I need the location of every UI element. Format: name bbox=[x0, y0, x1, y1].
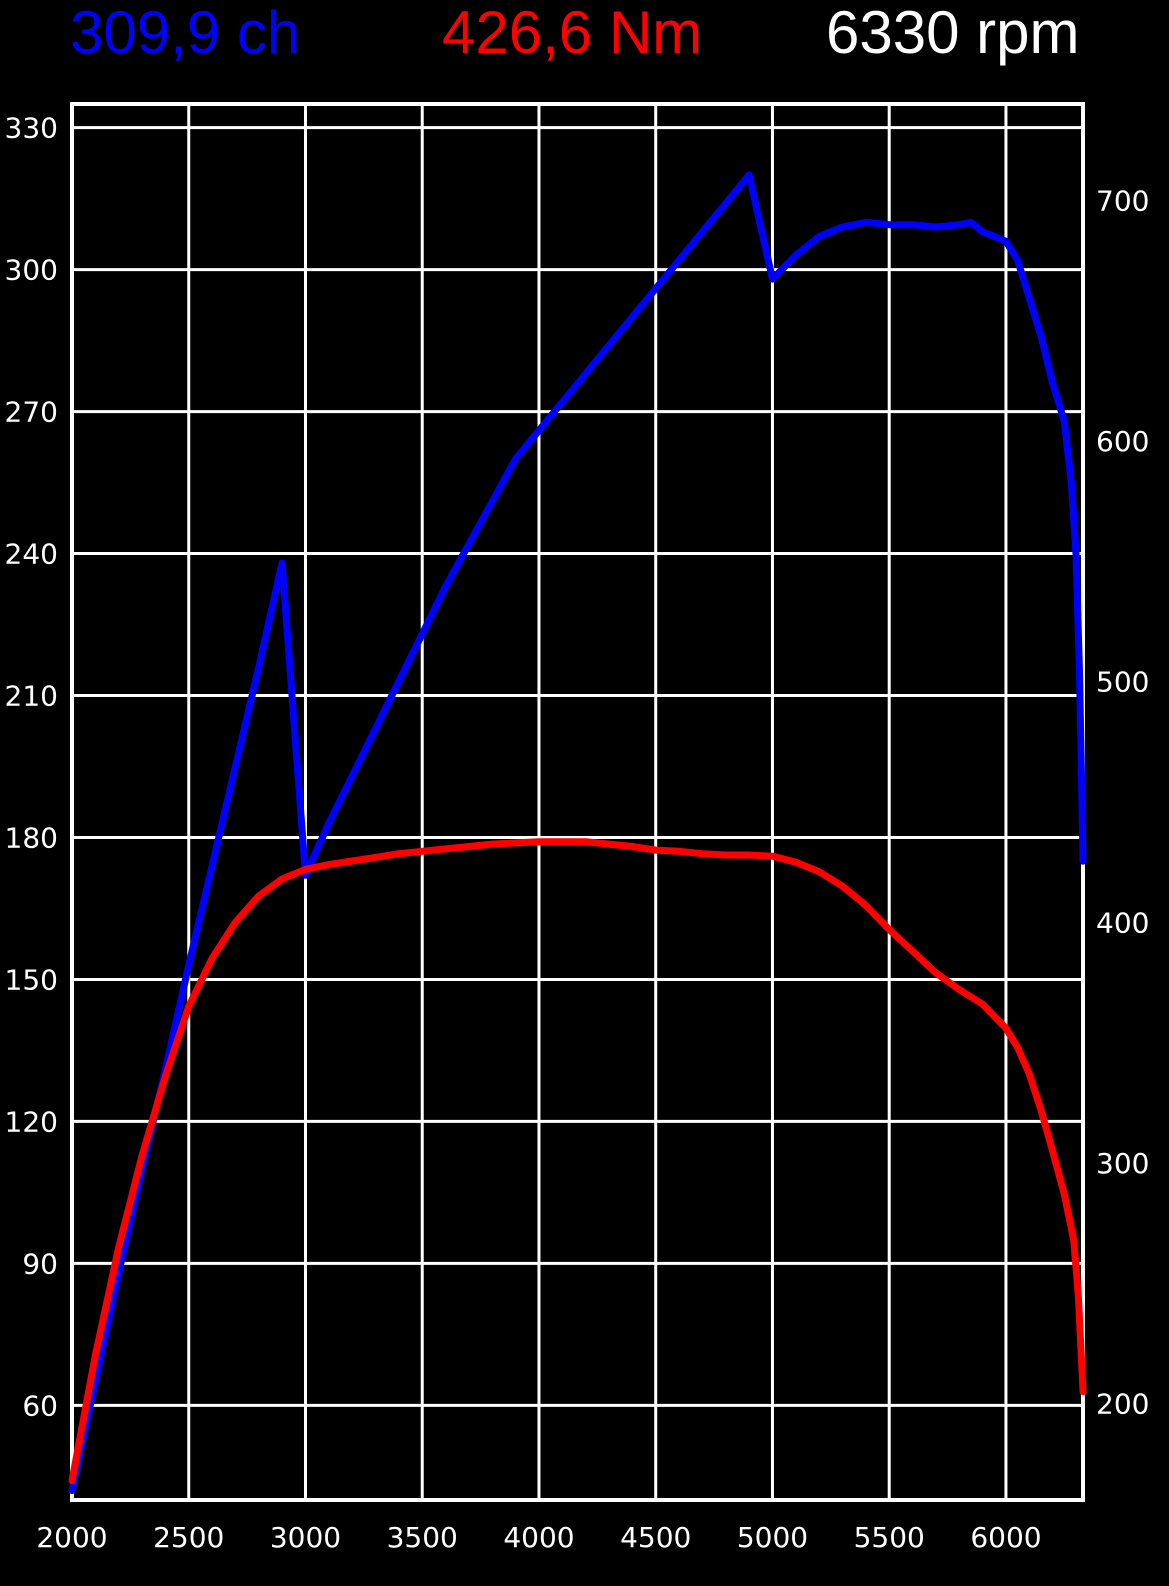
x-tick-label: 6000 bbox=[970, 1521, 1041, 1554]
y-left-tick-label: 150 bbox=[5, 963, 58, 996]
power-curve bbox=[68, 171, 1087, 1494]
y-left-tick-label: 240 bbox=[5, 538, 58, 571]
x-tick-label: 5000 bbox=[737, 1521, 808, 1554]
x-tick-label: 5500 bbox=[854, 1521, 925, 1554]
y-right-tick-label: 500 bbox=[1096, 666, 1149, 699]
y-right-tick-label: 400 bbox=[1096, 906, 1149, 939]
y-left-tick-label: 300 bbox=[5, 254, 58, 287]
x-tick-label: 4000 bbox=[503, 1521, 574, 1554]
power-readout: 309,9 ch bbox=[70, 0, 301, 66]
torque-curve bbox=[68, 838, 1087, 1485]
y-right-tick-label: 200 bbox=[1096, 1388, 1149, 1421]
x-tick-label: 3500 bbox=[387, 1521, 458, 1554]
rpm-readout: 6330 rpm bbox=[826, 0, 1080, 66]
y-left-tick-label: 120 bbox=[5, 1105, 58, 1138]
x-tick-label: 3000 bbox=[270, 1521, 341, 1554]
x-tick-label: 2500 bbox=[153, 1521, 224, 1554]
y-left-tick-label: 180 bbox=[5, 821, 58, 854]
y-left-tick-label: 90 bbox=[22, 1247, 58, 1280]
y-left-tick-label: 210 bbox=[5, 680, 58, 713]
y-left-tick-label: 330 bbox=[5, 112, 58, 145]
y-right-tick-label: 300 bbox=[1096, 1147, 1149, 1180]
tick-labels: 2000 2500 3000 3500 4000 4500 5000 5500 6000 330 3… bbox=[5, 112, 1150, 1554]
y-left-tick-label: 60 bbox=[22, 1389, 58, 1422]
series-layer bbox=[68, 171, 1087, 1494]
x-tick-label: 4500 bbox=[620, 1521, 691, 1554]
y-right-tick-label: 600 bbox=[1096, 425, 1149, 458]
x-tick-label: 2000 bbox=[36, 1521, 107, 1554]
grid bbox=[70, 102, 1085, 1502]
torque-readout: 426,6 Nm bbox=[442, 0, 703, 66]
y-right-tick-label: 700 bbox=[1096, 184, 1149, 217]
y-left-tick-label: 270 bbox=[5, 396, 58, 429]
